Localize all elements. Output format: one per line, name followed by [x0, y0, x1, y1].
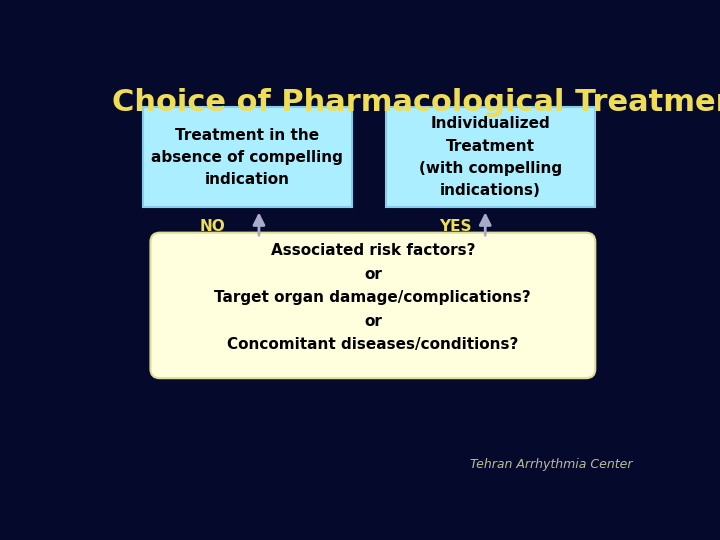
- FancyBboxPatch shape: [386, 107, 595, 207]
- Text: Associated risk factors?
or
Target organ damage/complications?
or
Concomitant di: Associated risk factors? or Target organ…: [215, 244, 531, 352]
- Text: Treatment in the
absence of compelling
indication: Treatment in the absence of compelling i…: [151, 127, 343, 187]
- Text: Choice of Pharmacological Treatment: Choice of Pharmacological Treatment: [112, 88, 720, 117]
- Text: Tehran Arrhythmia Center: Tehran Arrhythmia Center: [470, 458, 632, 471]
- Text: YES: YES: [440, 219, 472, 234]
- FancyBboxPatch shape: [143, 107, 352, 207]
- Text: NO: NO: [200, 219, 225, 234]
- FancyBboxPatch shape: [150, 233, 595, 378]
- Text: Individualized
Treatment
(with compelling
indications): Individualized Treatment (with compellin…: [419, 117, 562, 198]
- FancyBboxPatch shape: [90, 65, 648, 481]
